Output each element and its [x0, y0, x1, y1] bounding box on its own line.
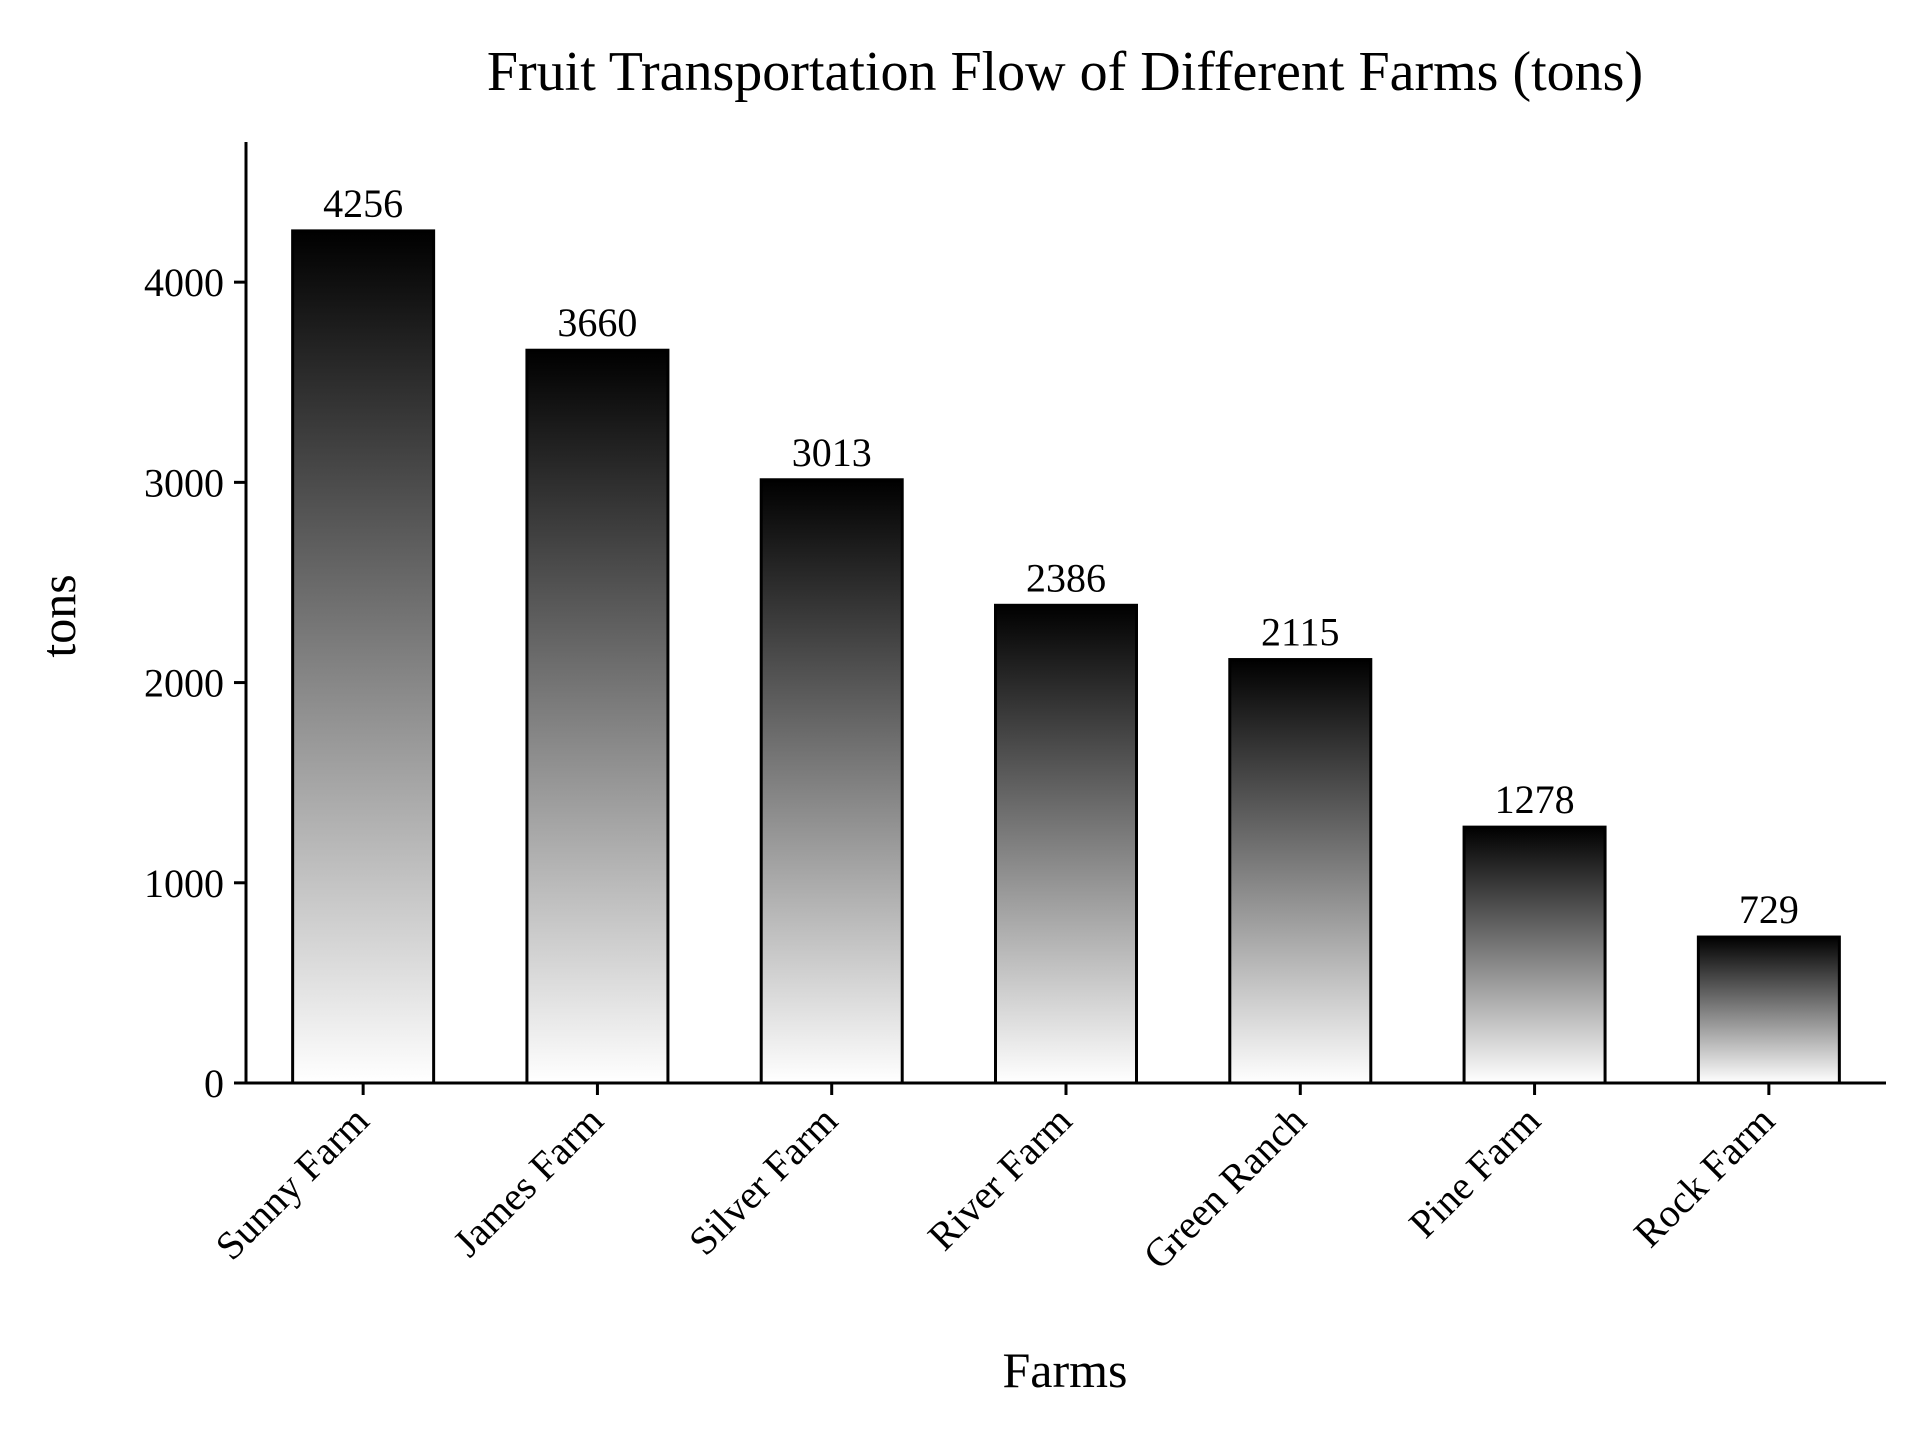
- x-tick-label-pine-farm: Pine Farm: [1400, 1098, 1549, 1247]
- bar-james-farm: [525, 348, 670, 1085]
- data-label-rock-farm: 729: [1739, 887, 1799, 932]
- x-tick-label-green-ranch: Green Ranch: [1134, 1098, 1314, 1278]
- x-tick-label-silver-farm: Silver Farm: [680, 1098, 846, 1264]
- x-tick-label-sunny-farm: Sunny Farm: [207, 1098, 378, 1269]
- x-tick-label-james-farm: James Farm: [444, 1098, 612, 1266]
- data-label-silver-farm: 3013: [792, 430, 872, 475]
- bars-layer: [291, 229, 1841, 1085]
- x-axis-label: Farms: [1003, 1342, 1128, 1398]
- data-label-green-ranch: 2115: [1261, 610, 1340, 655]
- bar-sunny-farm: [291, 229, 436, 1085]
- chart-title: Fruit Transportation Flow of Different F…: [487, 41, 1643, 103]
- x-tick-label-rock-farm: Rock Farm: [1625, 1098, 1783, 1256]
- bar-silver-farm: [759, 478, 904, 1085]
- x-tick-label-river-farm: River Farm: [919, 1098, 1080, 1259]
- data-label-river-farm: 2386: [1026, 555, 1106, 600]
- data-label-sunny-farm: 4256: [323, 181, 403, 226]
- data-label-james-farm: 3660: [557, 300, 637, 345]
- y-tick-label-4000: 4000: [144, 260, 224, 305]
- data-label-pine-farm: 1278: [1495, 777, 1575, 822]
- bar-rock-farm: [1696, 935, 1841, 1085]
- y-tick-label-3000: 3000: [144, 460, 224, 505]
- y-tick-label-1000: 1000: [144, 861, 224, 906]
- bar-pine-farm: [1462, 825, 1607, 1085]
- y-tick-label-2000: 2000: [144, 661, 224, 706]
- bar-river-farm: [994, 603, 1138, 1085]
- data-labels-layer: 4256 3660 3013 2386 2115 1278 729: [323, 181, 1799, 932]
- bar-green-ranch: [1228, 658, 1373, 1085]
- y-axis-label: tons: [30, 574, 86, 657]
- y-tick-label-0: 0: [204, 1061, 224, 1106]
